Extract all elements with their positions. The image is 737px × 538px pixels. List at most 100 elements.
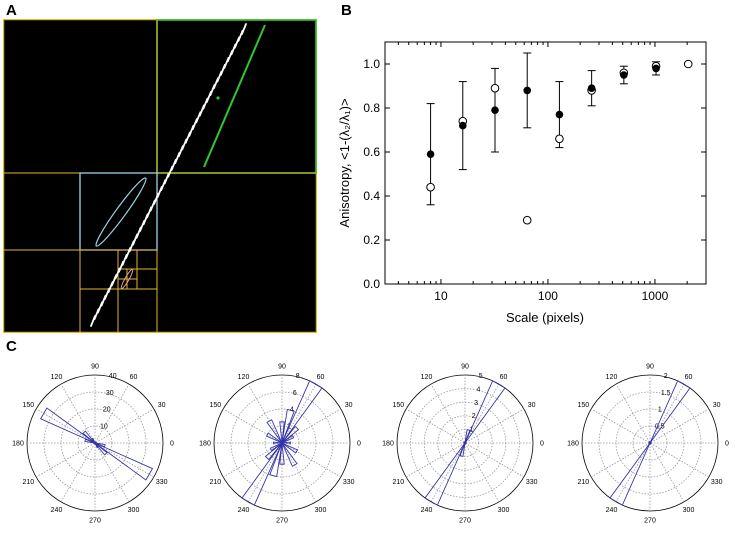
rose-petal [94, 442, 106, 448]
data-point-open [683, 59, 693, 69]
x-axis-title: Scale (pixels) [506, 310, 584, 325]
polar-ring [43, 391, 147, 495]
angle-label: 300 [498, 507, 510, 514]
x-tick-label: 10 [434, 289, 448, 303]
angle-label: 120 [51, 374, 63, 381]
angle-label: 150 [392, 402, 404, 409]
rose-petal [266, 419, 283, 444]
angle-label: 150 [209, 402, 221, 409]
data-point-filled [426, 150, 435, 158]
angle-label: 300 [315, 507, 327, 514]
angle-label: 330 [526, 479, 538, 486]
rose-petal [82, 430, 96, 444]
plot-frame [384, 41, 707, 285]
data-point-filled [491, 106, 499, 114]
panel-label-b: B [341, 2, 352, 19]
rose-petal [94, 442, 108, 456]
angle-label: 210 [577, 479, 589, 486]
ring-label: 5 [479, 373, 483, 380]
y-tick-label: 0.8 [363, 101, 380, 115]
ring-label: 30 [106, 390, 114, 397]
ring-label: 4 [476, 386, 480, 393]
rose-petal [281, 425, 300, 444]
angle-label: 210 [392, 479, 404, 486]
data-point-open [555, 134, 564, 144]
polar-ring [410, 388, 520, 498]
y-tick-label: 0.2 [363, 233, 380, 247]
data-point-filled [620, 71, 628, 79]
rose-petal [269, 442, 283, 452]
angle-label: 120 [606, 374, 618, 381]
rose-petal [94, 442, 154, 481]
panel-label-c: C [6, 338, 17, 355]
ring-label: 10 [100, 423, 108, 430]
angle-label: 30 [345, 402, 353, 409]
angle-label: 30 [713, 402, 721, 409]
angle-label: 330 [711, 479, 723, 486]
angle-label: 270 [89, 518, 101, 525]
angle-label: 60 [685, 374, 693, 381]
rose-petal [40, 407, 96, 444]
angle-label: 330 [343, 479, 355, 486]
angle-label: 0 [357, 441, 361, 448]
rose-petal [281, 434, 295, 444]
angle-label: 90 [278, 364, 286, 371]
polar-ring [598, 391, 702, 495]
ring-label: 1 [469, 427, 473, 434]
quadtree-image [3, 19, 317, 333]
angle-label: 60 [500, 374, 508, 381]
ring-label: 1.5 [661, 390, 671, 397]
texture-dash [241, 23, 247, 35]
ring-label: 2 [664, 373, 668, 380]
marker-green [216, 96, 220, 100]
angle-label: 240 [421, 507, 433, 514]
rose-petal [281, 442, 298, 467]
rose-center [93, 441, 97, 445]
angle-label: 300 [128, 507, 140, 514]
y-tick-label: 0.6 [363, 145, 380, 159]
angle-label: 210 [209, 479, 221, 486]
rose-petal [424, 442, 466, 506]
x-tick-label: 1000 [642, 289, 669, 303]
angle-label: 210 [22, 479, 34, 486]
rose-petal [609, 442, 651, 506]
angle-label: 330 [156, 479, 168, 486]
anisotropy-chart: 0.0 0.2 0.4 0.6 0.8 1.0 10 100 1000 Scale (pixe… [337, 41, 707, 325]
y-axis-title: Anisotropy, <1-(λ₂/λ₁)> [337, 98, 352, 227]
angle-label: 180 [199, 441, 211, 448]
rose-petal [273, 441, 283, 445]
polar-ring [437, 415, 493, 471]
data-point-open [490, 83, 500, 93]
ring-label: 2 [472, 413, 476, 420]
rose-petal [281, 380, 323, 444]
ring-label: 8 [296, 373, 300, 380]
angle-label: 120 [238, 374, 250, 381]
rose-petal [281, 408, 295, 444]
ring-label: 40 [109, 373, 117, 380]
rose-petal [281, 441, 291, 445]
data-point-open [426, 182, 435, 192]
rose-petal [84, 438, 96, 444]
data-point-open [522, 215, 532, 225]
angle-label: 270 [644, 518, 656, 525]
rose-center [648, 441, 652, 445]
data-point-filled [652, 64, 660, 73]
ellipse-cyan [95, 177, 147, 247]
angle-label: 150 [22, 402, 34, 409]
angle-label: 180 [12, 441, 24, 448]
panel-label-a: A [6, 2, 17, 19]
rose-petal [94, 442, 99, 449]
rose-center [463, 441, 467, 445]
angle-label: 0 [540, 441, 544, 448]
rose-petal [269, 442, 283, 478]
rose-petal [241, 442, 283, 506]
rose-petal [649, 380, 691, 444]
ring-label: 4 [290, 407, 294, 414]
angle-label: 30 [158, 402, 166, 409]
angle-label: 90 [91, 364, 99, 371]
angle-label: 0 [170, 441, 174, 448]
angle-label: 30 [528, 402, 536, 409]
